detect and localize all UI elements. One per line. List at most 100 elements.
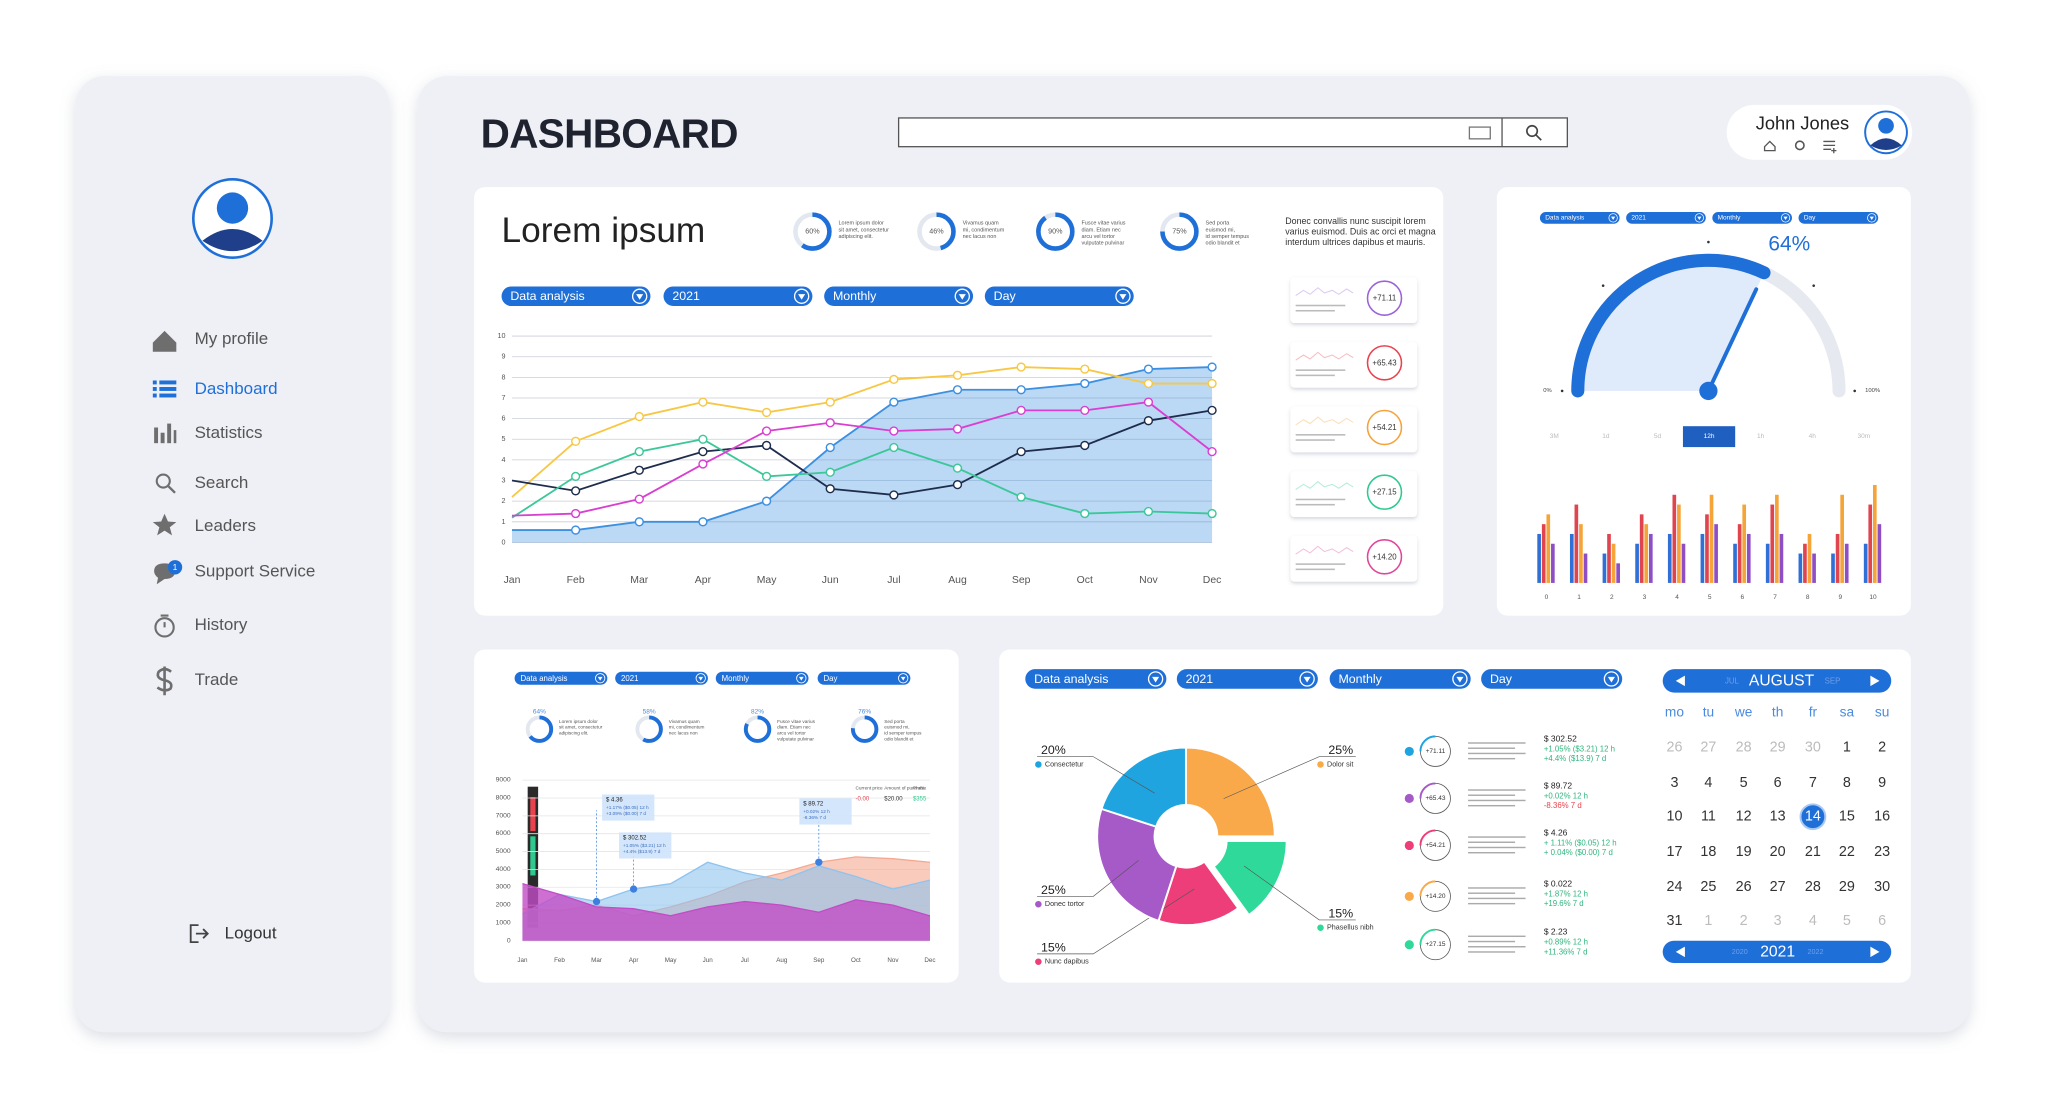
calendar-day[interactable]: 2 [1878, 740, 1886, 756]
filter-toggle[interactable] [1115, 288, 1131, 304]
calendar-day[interactable]: 26 [1666, 740, 1682, 756]
tab[interactable]: 1h [1757, 433, 1765, 440]
filter-dropdown[interactable] [817, 671, 911, 685]
calendar-day[interactable]: 13 [1770, 809, 1786, 825]
filter-toggle[interactable] [796, 673, 807, 684]
calendar-day[interactable]: 12 [1736, 809, 1752, 825]
calendar-next[interactable] [1870, 675, 1880, 687]
filter-dropdown[interactable] [1798, 211, 1879, 224]
calendar-day[interactable]: 11 [1701, 809, 1716, 825]
calendar-day[interactable]: 4 [1704, 775, 1712, 791]
calendar-day[interactable]: 22 [1839, 844, 1855, 860]
calendar-day[interactable]: 17 [1666, 844, 1682, 860]
tab[interactable]: 30m [1857, 433, 1870, 440]
filter-toggle[interactable] [1452, 671, 1468, 687]
filter-toggle[interactable] [954, 288, 970, 304]
menu-item[interactable]: Trade [195, 670, 239, 689]
filter-toggle[interactable] [1867, 213, 1877, 223]
calendar-day[interactable]: 20 [1770, 844, 1786, 860]
calendar-day[interactable]: 1 [1843, 740, 1851, 756]
menu-item[interactable]: My profile [195, 329, 269, 348]
filter-toggle[interactable] [1603, 671, 1620, 687]
menu-item[interactable]: History [195, 615, 248, 634]
calendar-day[interactable]: 28 [1736, 740, 1752, 756]
calendar-day[interactable]: 14 [1805, 809, 1821, 825]
calendar-day[interactable]: 19 [1736, 844, 1752, 860]
tab-selected[interactable] [1682, 426, 1736, 448]
menu-item[interactable]: Dashboard [195, 379, 278, 398]
menu-icon[interactable] [1823, 140, 1837, 154]
filter-dropdown[interactable] [824, 286, 974, 307]
calendar-day[interactable]: 16 [1874, 809, 1890, 825]
calendar-day[interactable]: 3 [1774, 913, 1782, 929]
search-icon[interactable] [1526, 124, 1539, 138]
filter-toggle[interactable] [1147, 671, 1164, 687]
filter-dropdown[interactable] [1626, 211, 1706, 224]
calendar-day[interactable]: 8 [1843, 775, 1851, 791]
calendar-day[interactable]: 29 [1770, 740, 1786, 756]
calendar-day[interactable]: 27 [1700, 740, 1716, 756]
filter-toggle[interactable] [898, 673, 909, 684]
filter-toggle[interactable] [1780, 213, 1791, 223]
filter-dropdown[interactable] [501, 286, 651, 307]
tab[interactable]: 12h [1704, 433, 1715, 440]
calendar-day[interactable]: 21 [1805, 844, 1821, 860]
menu-item[interactable]: Support Service [195, 562, 316, 581]
calendar-day[interactable]: 3 [1670, 775, 1678, 791]
calendar-day[interactable]: 5 [1843, 913, 1851, 929]
filter-dropdown[interactable] [1025, 669, 1167, 689]
filter-toggle[interactable] [631, 288, 648, 304]
calendar-day[interactable]: 1 [1704, 913, 1712, 929]
filter-dropdown[interactable] [663, 286, 813, 307]
calendar-day[interactable]: 31 [1666, 913, 1682, 929]
calendar-day[interactable]: 30 [1805, 740, 1821, 756]
filter-dropdown[interactable] [1176, 669, 1318, 689]
calendar-day[interactable]: 4 [1809, 913, 1817, 929]
filter-dropdown[interactable] [615, 671, 708, 685]
calendar-day[interactable]: 2 [1740, 913, 1748, 929]
calendar-day[interactable]: 27 [1770, 879, 1786, 895]
filter-dropdown[interactable] [1712, 211, 1792, 224]
tab[interactable]: 4h [1809, 433, 1817, 440]
filter-toggle[interactable] [1608, 213, 1618, 223]
calendar-day[interactable]: 7 [1809, 775, 1817, 791]
filter-toggle[interactable] [595, 673, 606, 684]
calendar-day[interactable]: 28 [1805, 879, 1821, 895]
filter-dropdown[interactable] [984, 286, 1134, 307]
home-icon[interactable] [1763, 140, 1776, 152]
settings-icon[interactable] [1794, 140, 1805, 151]
user-name[interactable]: John Jones [1756, 113, 1849, 134]
year-next[interactable] [1870, 946, 1880, 958]
calendar-day[interactable]: 23 [1874, 844, 1890, 860]
calendar-day[interactable]: 6 [1774, 775, 1782, 791]
calendar-day[interactable]: 26 [1736, 879, 1752, 895]
calendar-day[interactable]: 15 [1839, 809, 1855, 825]
calendar-prev[interactable] [1675, 675, 1685, 687]
filter-toggle[interactable] [1299, 671, 1315, 687]
menu-item[interactable]: Statistics [195, 423, 263, 442]
year-prev[interactable] [1675, 946, 1685, 958]
filter-dropdown[interactable] [715, 671, 809, 685]
filter-toggle[interactable] [1694, 213, 1704, 223]
calendar-day[interactable]: 18 [1700, 844, 1716, 860]
user-pill[interactable] [1726, 104, 1913, 160]
menu-item[interactable]: Search [195, 473, 249, 492]
calendar-day[interactable]: 9 [1878, 775, 1886, 791]
tab[interactable]: 3M [1550, 433, 1559, 440]
filter-dropdown[interactable] [1539, 211, 1620, 224]
calendar-day[interactable]: 24 [1666, 879, 1682, 895]
calendar-day[interactable]: 29 [1839, 879, 1855, 895]
calendar-day[interactable]: 30 [1874, 879, 1890, 895]
filter-toggle[interactable] [793, 288, 810, 304]
tab[interactable]: 1d [1602, 433, 1610, 440]
filter-toggle[interactable] [695, 673, 706, 684]
calendar-day[interactable]: 10 [1666, 809, 1682, 825]
filter-dropdown[interactable] [1329, 669, 1471, 689]
tab[interactable]: 5d [1654, 433, 1662, 440]
menu-item[interactable]: Leaders [195, 516, 256, 535]
calendar-day[interactable]: 5 [1740, 775, 1748, 791]
filter-dropdown[interactable] [514, 671, 608, 685]
calendar-day[interactable]: 25 [1700, 879, 1716, 895]
filter-dropdown[interactable] [1481, 669, 1623, 689]
search-box[interactable] [897, 117, 1568, 148]
